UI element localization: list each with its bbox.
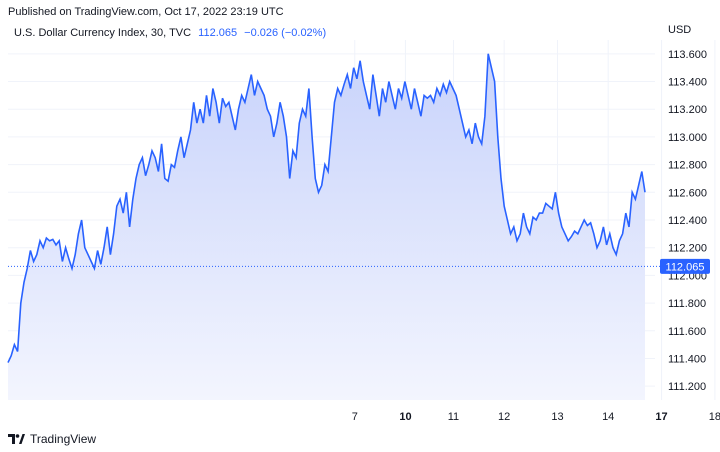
y-tick-label: 111.200 [668, 381, 706, 393]
y-tick-label: 111.600 [668, 326, 706, 338]
footer-brand[interactable]: TradingView [8, 432, 96, 446]
area-fill [8, 53, 645, 401]
y-tick-label: 113.600 [668, 49, 707, 61]
x-tick-label: 18 [709, 411, 720, 423]
y-tick-label: 112.600 [668, 187, 707, 199]
y-tick-label: 113.400 [668, 77, 707, 89]
x-tick-label: 10 [399, 411, 411, 423]
currency-label: USD [668, 24, 691, 36]
price-line [7, 53, 646, 363]
published-banner: Published on TradingView.com, Oct 17, 20… [8, 6, 284, 18]
y-tick-label: 113.200 [668, 104, 707, 116]
x-tick-label: 17 [655, 411, 667, 423]
x-tick-label: 7 [352, 411, 358, 423]
footer-brand-label: TradingView [30, 432, 97, 446]
x-tick-label: 13 [551, 411, 563, 423]
x-tick-label: 14 [602, 411, 614, 423]
legend-value: 112.065 [198, 27, 238, 39]
chart-legend: U.S. Dollar Currency Index, 30, TVC 112.… [14, 27, 326, 39]
legend-symbol: U.S. Dollar Currency Index, 30, TVC [14, 27, 192, 39]
last-price-badge-text: 112.065 [666, 261, 705, 273]
y-tick-label: 112.800 [668, 160, 707, 172]
tradingview-logo-icon [8, 434, 25, 444]
y-axis: 111.200111.400111.600111.800112.000112.2… [668, 49, 707, 393]
legend-change: −0.026 (−0.02%) [244, 27, 327, 39]
x-axis: 7 10 11 12 13 14 17 18 [352, 411, 720, 423]
y-tick-label: 111.800 [668, 298, 706, 310]
y-tick-label: 111.400 [668, 353, 706, 365]
last-price-badge: 112.065 [660, 258, 710, 274]
y-tick-label: 112.200 [668, 243, 707, 255]
x-tick-label: 11 [448, 411, 459, 423]
y-tick-label: 112.400 [668, 215, 707, 227]
x-tick-label: 12 [498, 411, 510, 423]
y-tick-label: 113.000 [668, 132, 707, 144]
